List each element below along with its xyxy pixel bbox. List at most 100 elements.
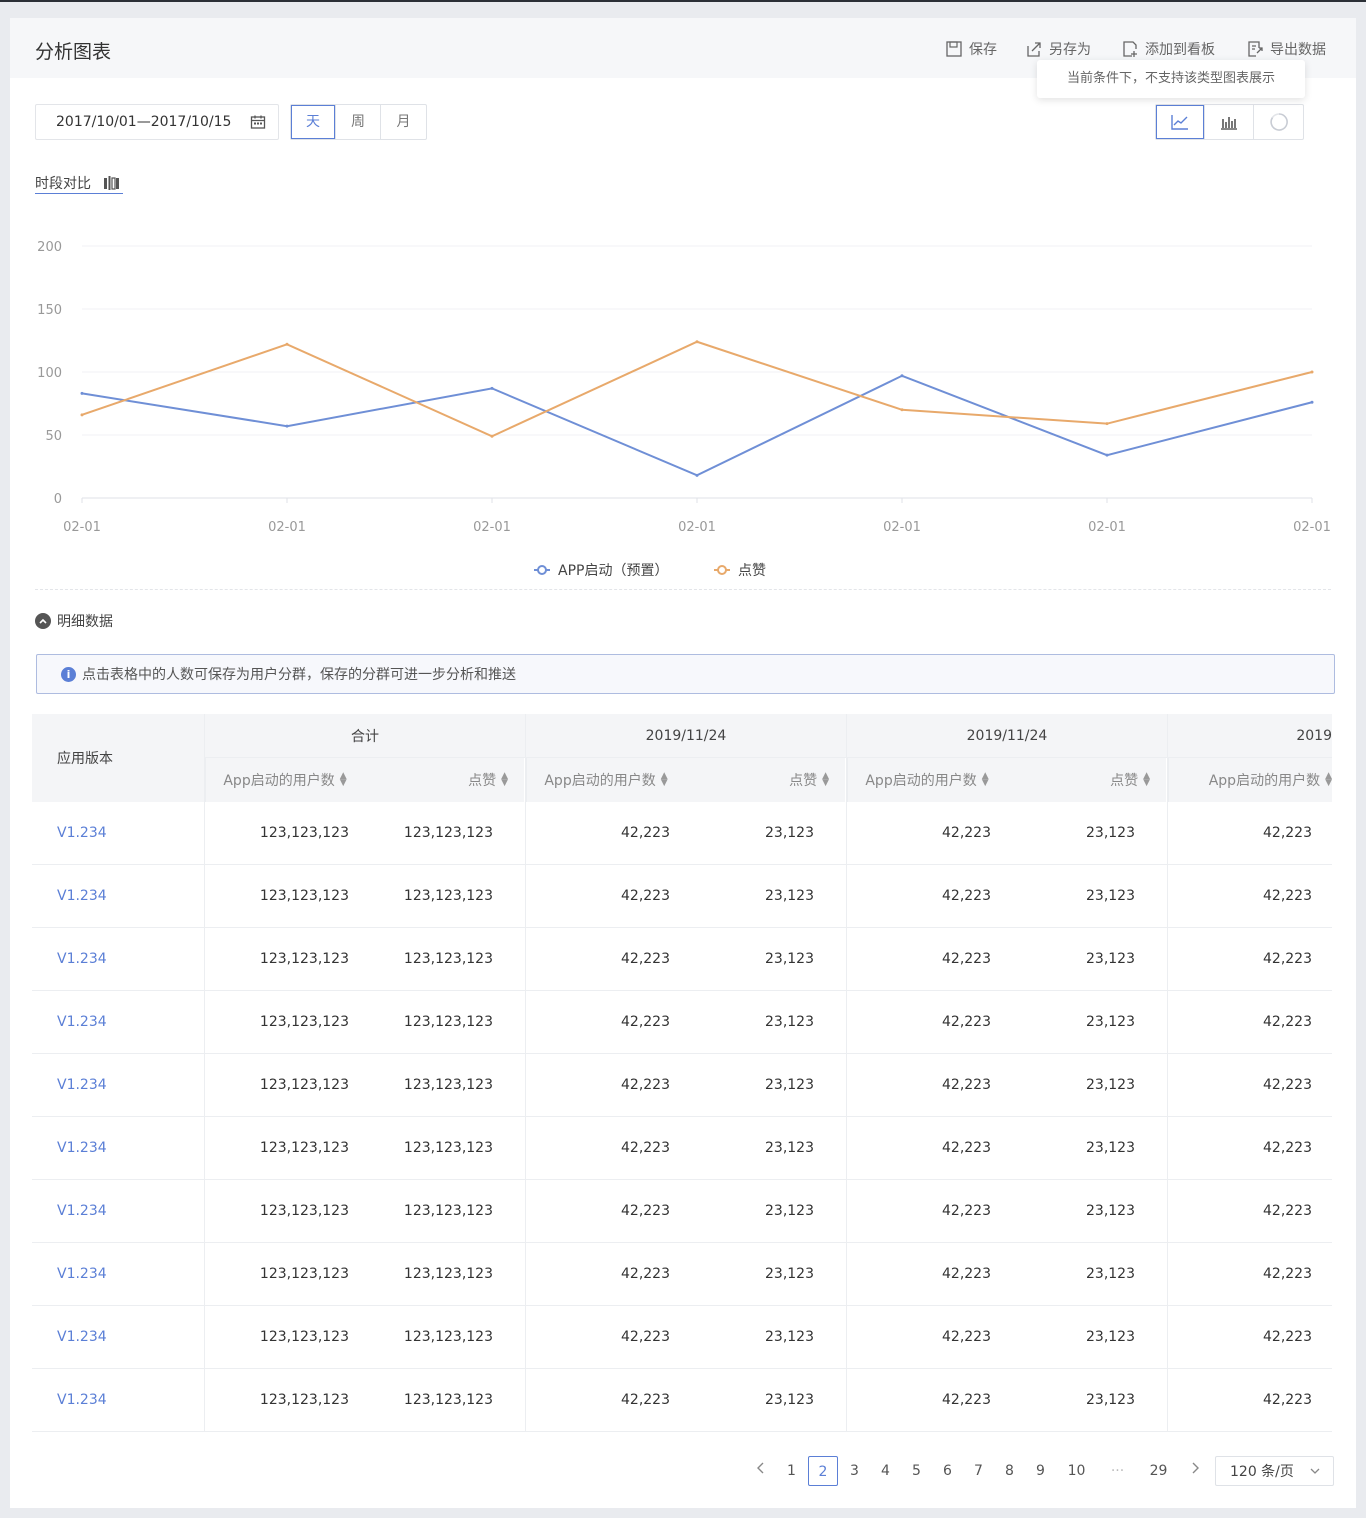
sort-icon[interactable]: ▲ ▼ xyxy=(660,771,668,788)
app-version-link[interactable]: V1.234 xyxy=(57,1077,107,1093)
user-count-cell[interactable]: 123,123,123 xyxy=(259,1266,349,1282)
app-version-link[interactable]: V1.234 xyxy=(57,951,107,967)
user-count-cell[interactable]: 23,123 xyxy=(765,1140,814,1156)
user-count-cell[interactable]: 123,123,123 xyxy=(259,1014,349,1030)
prev-page-button[interactable] xyxy=(745,1456,776,1486)
user-count-cell[interactable]: 42,223 xyxy=(621,951,670,967)
detail-data-toggle[interactable]: 明细数据 xyxy=(35,611,113,631)
sort-icon[interactable]: ▲ ▼ xyxy=(501,771,508,788)
page-number[interactable]: 3 xyxy=(850,1463,859,1479)
user-count-cell[interactable]: 23,123 xyxy=(1086,951,1135,967)
user-count-cell[interactable]: 42,223 xyxy=(942,1203,991,1219)
page-number[interactable]: 4 xyxy=(881,1463,890,1479)
app-version-link[interactable]: V1.234 xyxy=(57,1014,107,1030)
user-count-cell[interactable]: 42,223 xyxy=(942,1140,991,1156)
user-count-cell[interactable]: 42,223 xyxy=(942,1266,991,1282)
user-count-cell[interactable]: 123,123,123 xyxy=(259,888,349,904)
user-count-cell[interactable]: 123,123,123 xyxy=(403,1392,493,1408)
user-count-cell[interactable]: 123,123,123 xyxy=(259,1140,349,1156)
page-number[interactable]: 8 xyxy=(1005,1463,1014,1479)
pie-chart-button[interactable] xyxy=(1254,105,1303,139)
page-number[interactable]: 10 xyxy=(1067,1463,1086,1479)
period-compare-toggle[interactable]: 时段对比 xyxy=(35,172,123,194)
page-number[interactable]: 5 xyxy=(912,1463,921,1479)
app-version-link[interactable]: V1.234 xyxy=(57,1140,107,1156)
sort-icon[interactable]: ▲ ▼ xyxy=(1325,771,1332,788)
user-count-cell[interactable]: 123,123,123 xyxy=(259,1077,349,1093)
granularity-month[interactable]: 月 xyxy=(396,114,411,130)
user-count-cell[interactable]: 23,123 xyxy=(765,1392,814,1408)
user-count-cell[interactable]: 23,123 xyxy=(765,1014,814,1030)
user-count-cell[interactable]: 42,223 xyxy=(942,825,991,841)
app-version-link[interactable]: V1.234 xyxy=(57,825,107,841)
user-count-cell[interactable]: 23,123 xyxy=(765,888,814,904)
page-number[interactable]: 7 xyxy=(974,1463,983,1479)
sort-icon[interactable]: ▲ ▼ xyxy=(339,771,347,788)
sort-icon[interactable]: ▲ ▼ xyxy=(1143,771,1150,788)
user-count-cell[interactable]: 42,223 xyxy=(621,1329,670,1345)
user-count-cell[interactable]: 42,223 xyxy=(1263,1077,1312,1093)
user-count-cell[interactable]: 123,123,123 xyxy=(403,825,493,841)
user-count-cell[interactable]: 23,123 xyxy=(765,1329,814,1345)
user-count-cell[interactable]: 23,123 xyxy=(1086,1014,1135,1030)
page-size-select[interactable]: 120 条/页 xyxy=(1215,1456,1334,1486)
save-as-button[interactable]: 另存为 xyxy=(1025,39,1091,59)
user-count-cell[interactable]: 42,223 xyxy=(621,1203,670,1219)
user-count-cell[interactable]: 23,123 xyxy=(765,825,814,841)
user-count-cell[interactable]: 123,123,123 xyxy=(259,1329,349,1345)
page-number[interactable]: 29 xyxy=(1149,1463,1168,1479)
user-count-cell[interactable]: 123,123,123 xyxy=(259,1392,349,1408)
user-count-cell[interactable]: 23,123 xyxy=(765,1077,814,1093)
sortable-column-header[interactable]: 点赞 ▲ ▼ xyxy=(685,758,845,802)
app-version-link[interactable]: V1.234 xyxy=(57,1329,107,1345)
sortable-column-header[interactable]: App启动的用户数 ▲ ▼ xyxy=(526,758,685,802)
user-count-cell[interactable]: 42,223 xyxy=(942,951,991,967)
user-count-cell[interactable]: 123,123,123 xyxy=(259,1203,349,1219)
sortable-column-header[interactable]: App启动的用户数 ▲ ▼ xyxy=(847,758,1006,802)
user-count-cell[interactable]: 23,123 xyxy=(765,951,814,967)
line-chart-button[interactable] xyxy=(1156,105,1205,139)
user-count-cell[interactable]: 23,123 xyxy=(1086,1392,1135,1408)
user-count-cell[interactable]: 42,223 xyxy=(621,825,670,841)
user-count-cell[interactable]: 123,123,123 xyxy=(259,951,349,967)
user-count-cell[interactable]: 123,123,123 xyxy=(403,1077,493,1093)
sort-icon[interactable]: ▲ ▼ xyxy=(822,771,829,788)
save-button[interactable]: 保存 xyxy=(945,39,997,59)
user-count-cell[interactable]: 42,223 xyxy=(1263,1140,1312,1156)
export-data-button[interactable]: 导出数据 xyxy=(1246,39,1326,59)
user-count-cell[interactable]: 123,123,123 xyxy=(259,825,349,841)
user-count-cell[interactable]: 123,123,123 xyxy=(403,1140,493,1156)
user-count-cell[interactable]: 42,223 xyxy=(621,1014,670,1030)
user-count-cell[interactable]: 123,123,123 xyxy=(403,1329,493,1345)
user-count-cell[interactable]: 42,223 xyxy=(1263,825,1312,841)
app-version-link[interactable]: V1.234 xyxy=(57,888,107,904)
add-to-board-button[interactable]: 添加到看板 xyxy=(1121,39,1215,59)
user-count-cell[interactable]: 42,223 xyxy=(942,1014,991,1030)
sortable-column-header[interactable]: 点赞 ▲ ▼ xyxy=(1006,758,1166,802)
page-number[interactable]: 1 xyxy=(787,1463,796,1479)
user-count-cell[interactable]: 42,223 xyxy=(942,1329,991,1345)
next-page-button[interactable] xyxy=(1179,1456,1210,1486)
user-count-cell[interactable]: 42,223 xyxy=(1263,1392,1312,1408)
user-count-cell[interactable]: 42,223 xyxy=(621,1266,670,1282)
user-count-cell[interactable]: 123,123,123 xyxy=(403,951,493,967)
user-count-cell[interactable]: 42,223 xyxy=(1263,1203,1312,1219)
date-range-picker[interactable]: 2017/10/01—2017/10/15 xyxy=(35,104,279,140)
user-count-cell[interactable]: 42,223 xyxy=(942,1077,991,1093)
page-ellipsis[interactable]: ··· xyxy=(1110,1463,1125,1479)
sortable-column-header[interactable]: 点赞 ▲ ▼ xyxy=(364,758,524,802)
granularity-day[interactable]: 天 xyxy=(291,105,336,139)
user-count-cell[interactable]: 42,223 xyxy=(621,1392,670,1408)
page-number[interactable]: 6 xyxy=(943,1463,952,1479)
user-count-cell[interactable]: 123,123,123 xyxy=(403,888,493,904)
user-count-cell[interactable]: 42,223 xyxy=(621,1140,670,1156)
user-count-cell[interactable]: 23,123 xyxy=(1086,825,1135,841)
user-count-cell[interactable]: 42,223 xyxy=(1263,888,1312,904)
user-count-cell[interactable]: 23,123 xyxy=(765,1203,814,1219)
user-count-cell[interactable]: 42,223 xyxy=(942,1392,991,1408)
user-count-cell[interactable]: 23,123 xyxy=(1086,1140,1135,1156)
page-number[interactable]: 2 xyxy=(808,1456,838,1486)
user-count-cell[interactable]: 23,123 xyxy=(1086,1266,1135,1282)
user-count-cell[interactable]: 23,123 xyxy=(1086,1077,1135,1093)
app-version-link[interactable]: V1.234 xyxy=(57,1203,107,1219)
